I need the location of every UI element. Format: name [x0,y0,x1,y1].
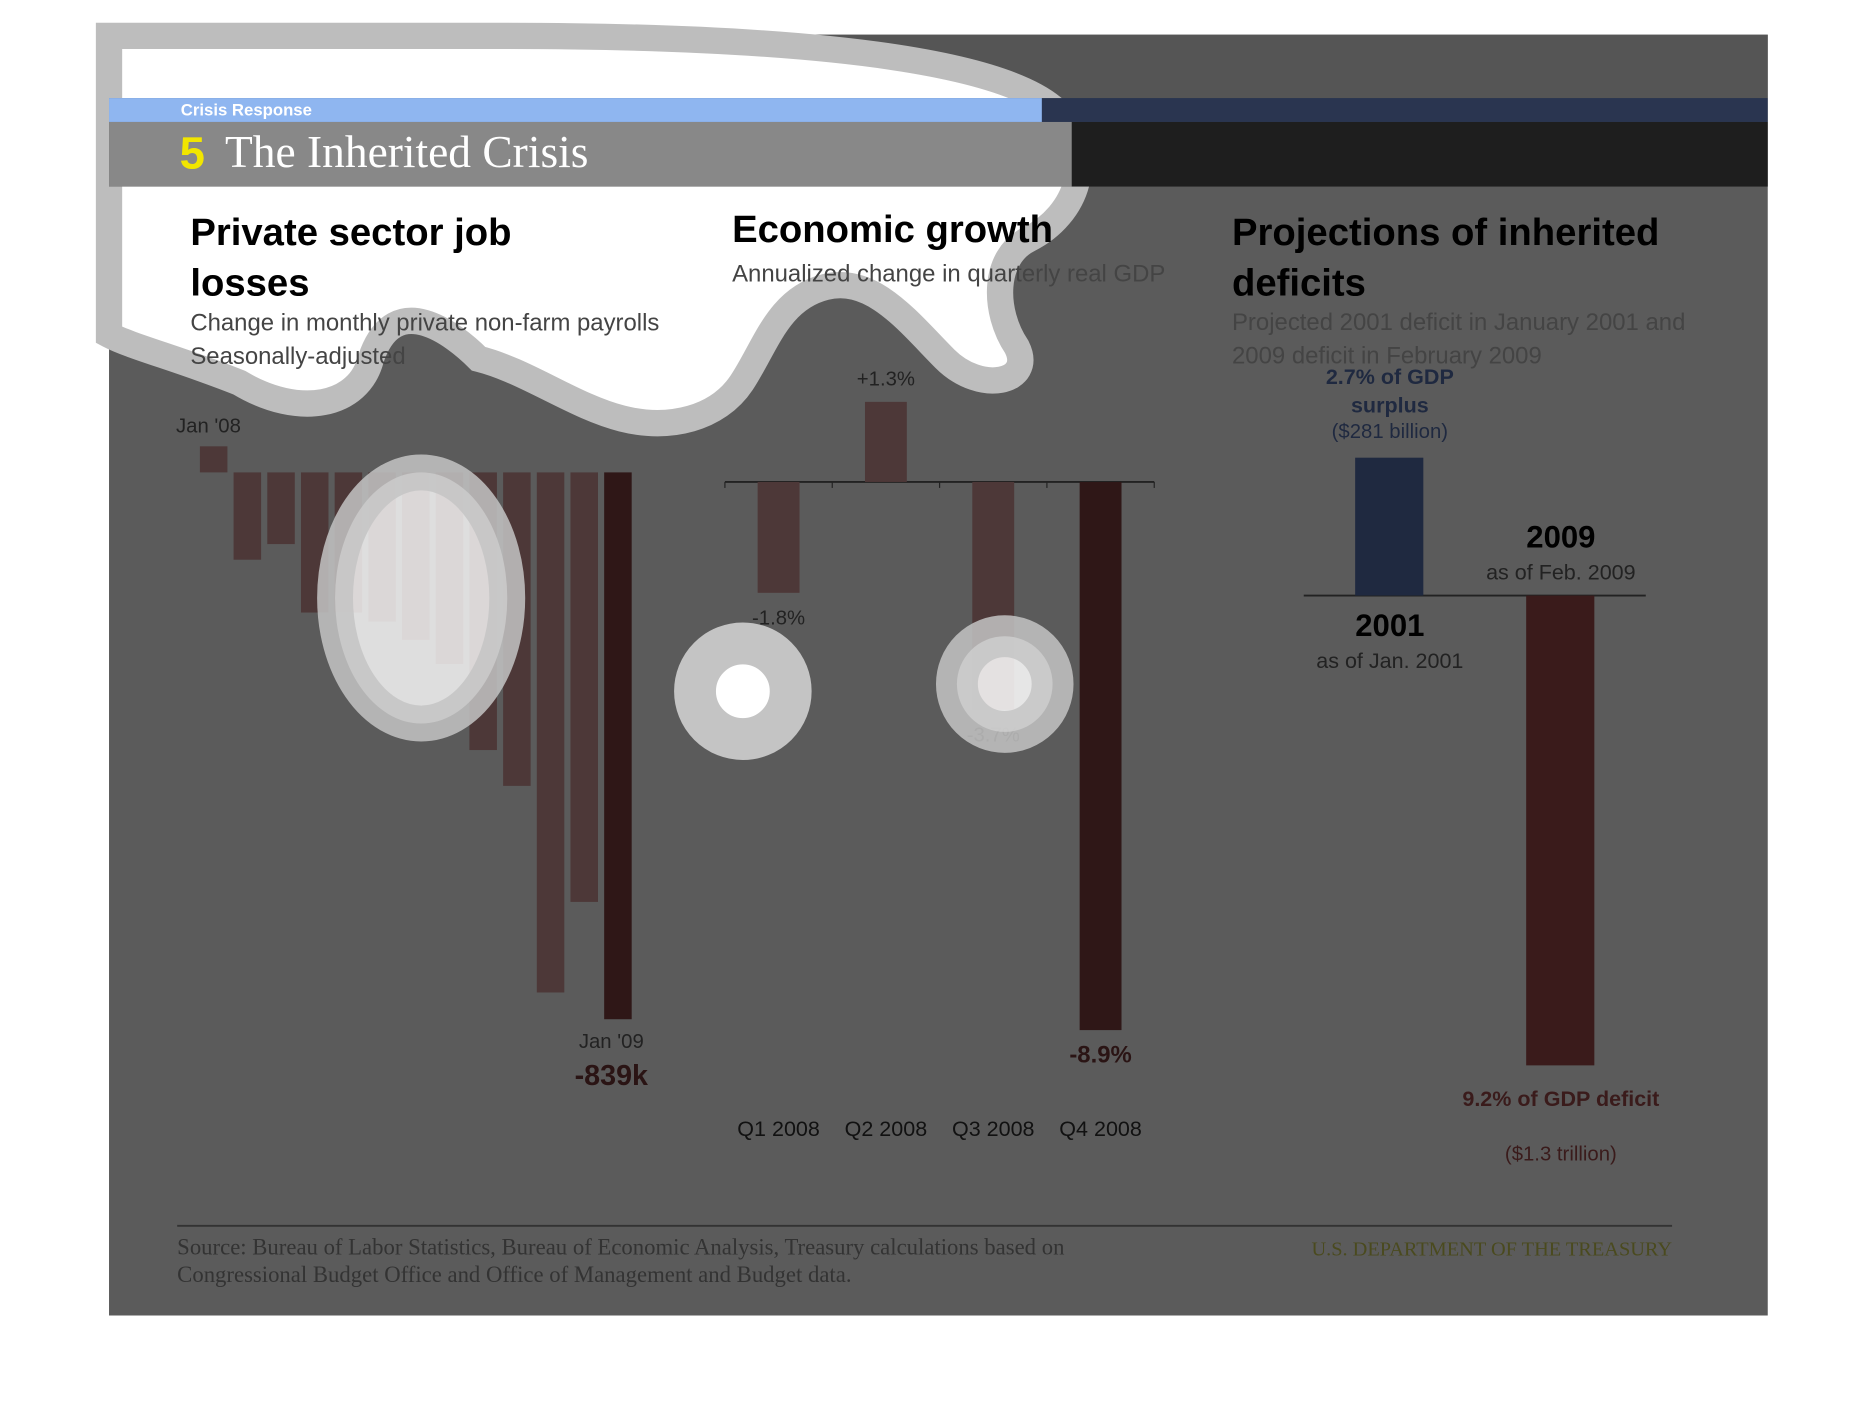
category-note: as of Feb. 2009 [1486,561,1636,585]
chart-subtitle: Projected 2001 deficit in January 2001 a… [1231,309,1686,370]
value-label-box: 2.7% of GDP surplus [1325,364,1454,418]
value-label: -1.8% [752,607,805,629]
chart-title: Private sector job losses [190,210,512,304]
chart-subtitle: Change in monthly private non-farm payro… [190,309,659,336]
bar [233,472,262,560]
chart-subtitle: Annualized change in quarterly real GDP [732,260,1165,287]
chart-title: Economic growth [732,208,1053,251]
overlay-oval [317,454,526,742]
bar [570,472,598,902]
bar [864,401,907,482]
value-label: -8.9% [1069,1042,1131,1069]
page-title: The Inherited Crisis [225,127,588,177]
amount-label: ($1.3 trillion) [1505,1143,1617,1165]
bar [267,472,295,545]
bar [199,446,228,473]
agency: U.S. DEPARTMENT OF THE TREASURY [1311,1239,1672,1261]
amount-label: ($281 billion) [1332,421,1448,443]
category-note: as of Jan. 2001 [1316,649,1463,673]
chart-title-box: Private sector job losses [190,210,512,304]
chart-subtitle: Seasonally-adjusted [190,343,405,370]
bar [536,472,565,993]
x-label: Q1 2008 [737,1117,820,1141]
stripe-left [109,98,1042,122]
overlay-ring [674,622,812,761]
source: Source: Bureau of Labor Statistics, Bure… [177,1235,1065,1288]
chart-title-box: Projections of inherited deficits [1231,210,1660,304]
chart-subtitle-box: Projected 2001 deficit in January 2001 a… [1231,309,1686,370]
bar [1355,457,1424,596]
value-label: 2.7% of GDP surplus [1325,364,1454,418]
bar [1526,595,1595,1066]
bar [757,481,800,593]
value-label: +1.3% [857,369,915,391]
category-label: 2009 [1526,520,1595,555]
chart-title: Projections of inherited deficits [1231,210,1660,304]
x-label: Jan '09 [579,1031,644,1053]
x-label: Q3 2008 [952,1117,1035,1141]
bar [604,472,632,1020]
overlay-ring [935,615,1074,753]
value-label-box: 9.2% of GDP deficit [1462,1086,1660,1111]
x-label: Jan '08 [176,415,241,437]
x-label: Q4 2008 [1059,1117,1142,1141]
section-label: Crisis Response [181,101,312,120]
section-number: 5 [180,128,205,179]
title-bar-left [109,121,1072,187]
x-label: Q2 2008 [845,1117,928,1141]
source-box: Source: Bureau of Labor Statistics, Bure… [177,1235,1065,1288]
category-label: 2001 [1355,608,1424,643]
bar [1079,481,1122,1031]
value-label: 9.2% of GDP deficit [1462,1086,1660,1111]
value-label: -839k [575,1060,648,1092]
